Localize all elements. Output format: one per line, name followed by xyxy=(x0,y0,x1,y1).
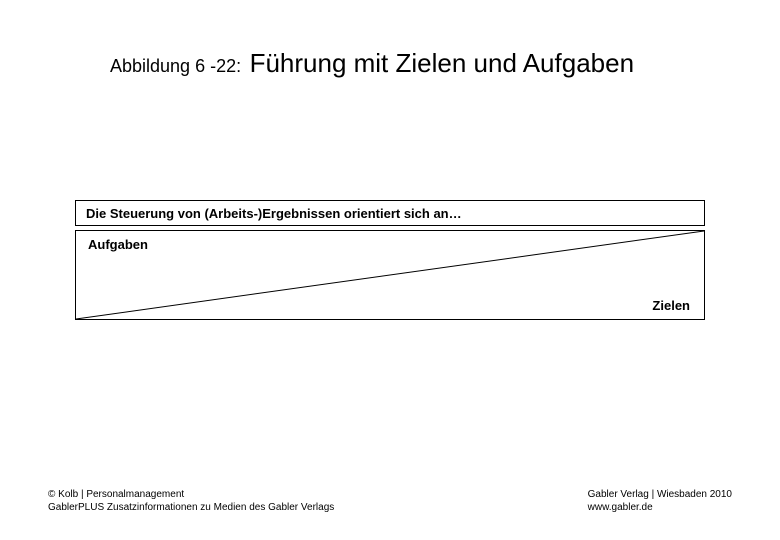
page-title: Abbildung 6 -22: Führung mit Zielen und … xyxy=(110,48,760,79)
source-line: GablerPLUS Zusatzinformationen zu Medien… xyxy=(48,501,334,514)
publisher-url: www.gabler.de xyxy=(588,501,732,514)
publisher-line: Gabler Verlag | Wiesbaden 2010 xyxy=(588,488,732,501)
footer-right: Gabler Verlag | Wiesbaden 2010 www.gable… xyxy=(588,488,732,514)
figure-number: Abbildung 6 -22: xyxy=(110,56,241,76)
figure-title: Führung mit Zielen und Aufgaben xyxy=(250,48,634,78)
slide-page: Abbildung 6 -22: Führung mit Zielen und … xyxy=(0,0,780,540)
diagram-header-box: Die Steuerung von (Arbeits-)Ergebnissen … xyxy=(75,200,705,226)
copyright-line: © Kolb | Personalmanagement xyxy=(48,488,334,501)
diagram-right-label: Zielen xyxy=(652,298,690,313)
footer-left: © Kolb | Personalmanagement GablerPLUS Z… xyxy=(48,488,334,514)
diagram-left-label: Aufgaben xyxy=(88,237,148,252)
diagonal-line xyxy=(76,231,704,319)
diagram-container: Die Steuerung von (Arbeits-)Ergebnissen … xyxy=(75,200,705,320)
diagram-body-box: Aufgaben Zielen xyxy=(75,230,705,320)
diagram-header-text: Die Steuerung von (Arbeits-)Ergebnissen … xyxy=(86,206,462,221)
